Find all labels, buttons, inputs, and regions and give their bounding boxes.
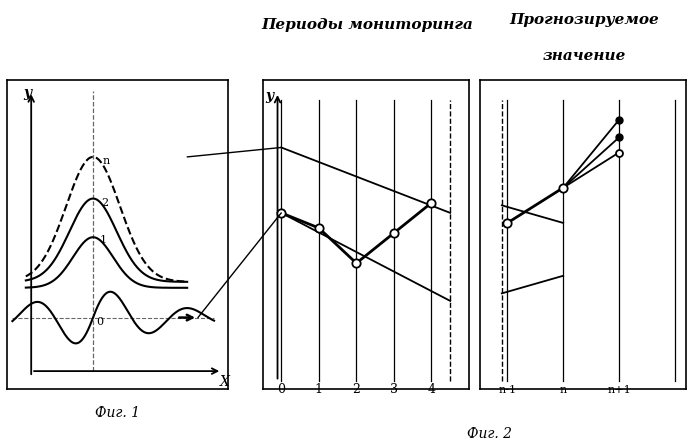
Text: X: X bbox=[219, 375, 230, 389]
Text: n-1: n-1 bbox=[498, 385, 517, 395]
Text: n: n bbox=[102, 156, 110, 166]
Text: y: y bbox=[265, 89, 274, 103]
Text: Периоды мониторинга: Периоды мониторинга bbox=[262, 18, 473, 32]
Text: 2: 2 bbox=[101, 198, 108, 208]
Text: Прогнозируемое: Прогнозируемое bbox=[510, 13, 659, 27]
Text: Фиг. 1: Фиг. 1 bbox=[94, 406, 140, 420]
Text: 1: 1 bbox=[100, 235, 107, 245]
Text: 0: 0 bbox=[97, 317, 104, 327]
Text: n+1: n+1 bbox=[607, 385, 631, 395]
Text: 1: 1 bbox=[315, 383, 323, 396]
Text: y: y bbox=[23, 86, 32, 100]
Text: Фиг. 2: Фиг. 2 bbox=[467, 427, 512, 442]
Text: n: n bbox=[559, 385, 567, 395]
Text: 3: 3 bbox=[390, 383, 398, 396]
Text: 4: 4 bbox=[428, 383, 435, 396]
Text: значение: значение bbox=[542, 49, 626, 63]
Text: 2: 2 bbox=[352, 383, 361, 396]
Text: 0: 0 bbox=[277, 383, 286, 396]
